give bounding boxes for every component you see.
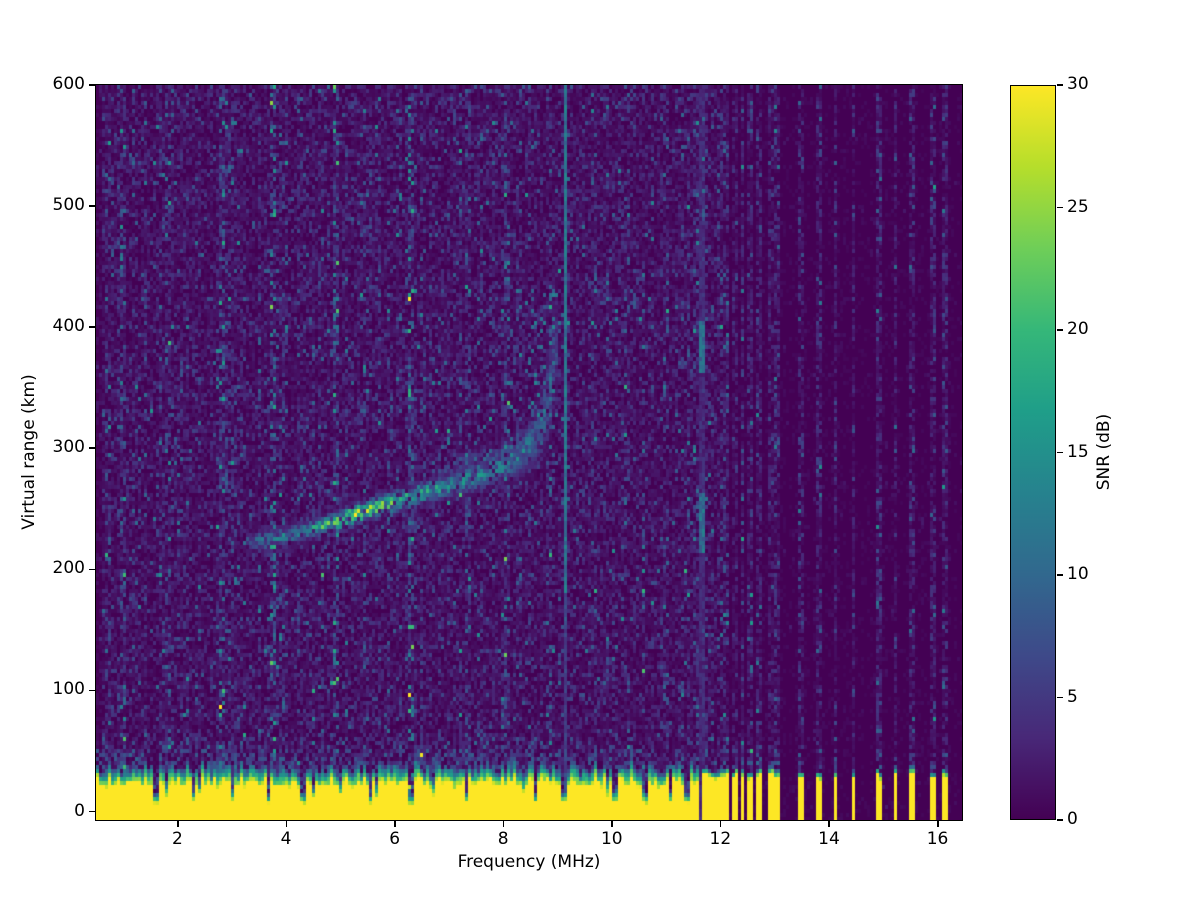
x-tick-mark [611,821,613,827]
colorbar-tick-mark [1057,574,1063,576]
colorbar-tick-label: 30 [1067,74,1089,94]
y-tick-label: 400 [52,316,85,337]
y-tick-label: 0 [74,800,85,821]
y-tick-label: 200 [52,558,85,579]
x-tick-mark [719,821,722,827]
x-tick-label: 8 [497,829,509,849]
colorbar-tick-mark [1057,206,1063,209]
colorbar-tick-mark [1057,819,1063,821]
x-tick-label: 4 [280,829,292,849]
x-tick-label: 16 [926,829,949,849]
colorbar-tick-label: 20 [1067,319,1089,339]
x-tick-mark [937,821,939,827]
colorbar-gradient [1010,85,1056,820]
colorbar-tick-mark [1057,696,1063,699]
x-tick-label: 2 [172,829,183,849]
x-tick-label: 6 [389,829,401,849]
colorbar-tick-label: 15 [1067,441,1089,462]
y-tick-mark [89,810,95,813]
y-tick-label: 600 [52,74,85,94]
y-tick-mark [89,689,95,692]
x-tick-mark [176,821,179,827]
y-tick-mark [89,447,95,450]
colorbar-tick-mark [1057,84,1063,86]
y-tick-mark [89,568,95,571]
x-tick-mark [502,821,505,827]
colorbar-tick-mark [1057,451,1063,454]
y-tick-mark [89,326,95,328]
colorbar-tick-label: 25 [1067,196,1089,217]
x-tick-label: 12 [709,829,732,849]
x-axis-label: Frequency (MHz) [457,852,601,872]
y-tick-label: 300 [52,437,85,458]
y-tick-mark [89,205,95,207]
colorbar-tick-mark [1057,329,1063,331]
y-tick-mark [89,84,95,86]
x-tick-mark [285,821,288,827]
x-tick-mark [828,821,831,827]
y-tick-label: 500 [52,195,85,216]
x-tick-label: 10 [600,829,623,849]
ionogram-heatmap-canvas [95,84,963,821]
colorbar-tick-label: 0 [1067,809,1078,829]
y-tick-label: 100 [52,679,85,700]
colorbar-tick-label: 10 [1067,564,1089,584]
x-tick-mark [394,821,396,827]
x-tick-label: 14 [818,829,840,849]
colorbar-tick-label: 5 [1067,686,1078,707]
